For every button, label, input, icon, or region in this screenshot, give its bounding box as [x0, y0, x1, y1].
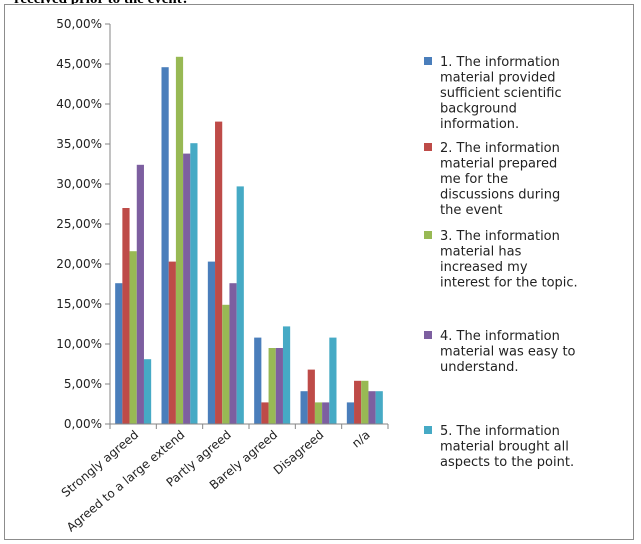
chart-frame	[4, 4, 634, 540]
legend: 1. The information material provided suffi…	[424, 55, 578, 470]
bar-series-5	[282, 326, 291, 424]
legend-swatch-5	[424, 426, 432, 434]
y-tick-label: 15,00%	[56, 297, 102, 311]
bar-series-3	[314, 402, 323, 424]
y-tick-label: 10,00%	[56, 337, 102, 351]
bar-series-1	[254, 337, 262, 424]
y-tick-label: 20,00%	[56, 257, 102, 271]
bar-series-3	[175, 56, 184, 425]
y-axis-ticks: 0,00% 5,00% 10,00% 15,00% 20,00% 25,00% 30,00%…	[56, 17, 110, 431]
bars	[115, 56, 383, 425]
bar-series-4	[183, 153, 191, 424]
bar-series-2	[168, 261, 176, 424]
legend-entry-1: 1. The information material provided suffi…	[440, 55, 562, 132]
y-tick-label: 40,00%	[56, 97, 102, 111]
bar-series-1	[161, 67, 169, 424]
bar-series-4	[322, 402, 330, 424]
y-tick-label: 25,00%	[56, 217, 102, 231]
bar-series-5	[329, 337, 337, 424]
bar-series-4	[368, 391, 376, 424]
legend-swatch-1	[424, 57, 432, 65]
bar-series-1	[346, 402, 355, 424]
bar-series-3	[129, 251, 137, 424]
legend-entry-2: 2. The information material prepared me fo…	[440, 141, 560, 218]
bar-series-3	[268, 348, 276, 424]
bar-series-5	[190, 143, 198, 424]
legend-entry-4: 4. The information material was easy to un…	[440, 329, 576, 375]
bar-series-5	[375, 391, 383, 424]
bar-series-3	[361, 380, 369, 424]
bar-series-4	[275, 348, 283, 424]
bar-series-5	[236, 186, 244, 424]
x-category-label: Disagreed	[271, 428, 327, 478]
bar-series-1	[300, 391, 308, 424]
bar-series-2	[261, 402, 269, 424]
y-tick-label: 30,00%	[56, 177, 102, 191]
bar-series-2	[307, 369, 315, 424]
legend-swatch-2	[424, 143, 432, 151]
y-tick-label: 5,00%	[64, 377, 102, 391]
legend-swatch-3	[424, 231, 432, 239]
x-category-label: Strongly agreed	[59, 428, 141, 500]
x-category-label: n/a	[349, 428, 373, 451]
bar-series-2	[215, 121, 223, 424]
legend-entry-3: 3. The information material has increased …	[440, 229, 578, 291]
bar-series-2	[354, 380, 362, 424]
bar-series-5	[143, 359, 152, 424]
legend-swatch-4	[424, 331, 432, 339]
bar-series-2	[122, 208, 130, 424]
bar-series-4	[136, 164, 144, 425]
y-tick-label: 50,00%	[56, 17, 102, 31]
legend-entry-5: 5. The information material brought all as…	[440, 424, 574, 470]
axes	[109, 24, 389, 429]
bar-series-4	[229, 283, 237, 424]
bar-series-1	[207, 261, 216, 424]
y-tick-label: 0,00%	[64, 417, 102, 431]
y-tick-label: 45,00%	[56, 57, 102, 71]
page-heading: received prior to the event?	[14, 0, 189, 8]
y-tick-label: 35,00%	[56, 137, 102, 151]
bar-series-1	[115, 283, 123, 424]
bar-series-3	[222, 304, 230, 424]
